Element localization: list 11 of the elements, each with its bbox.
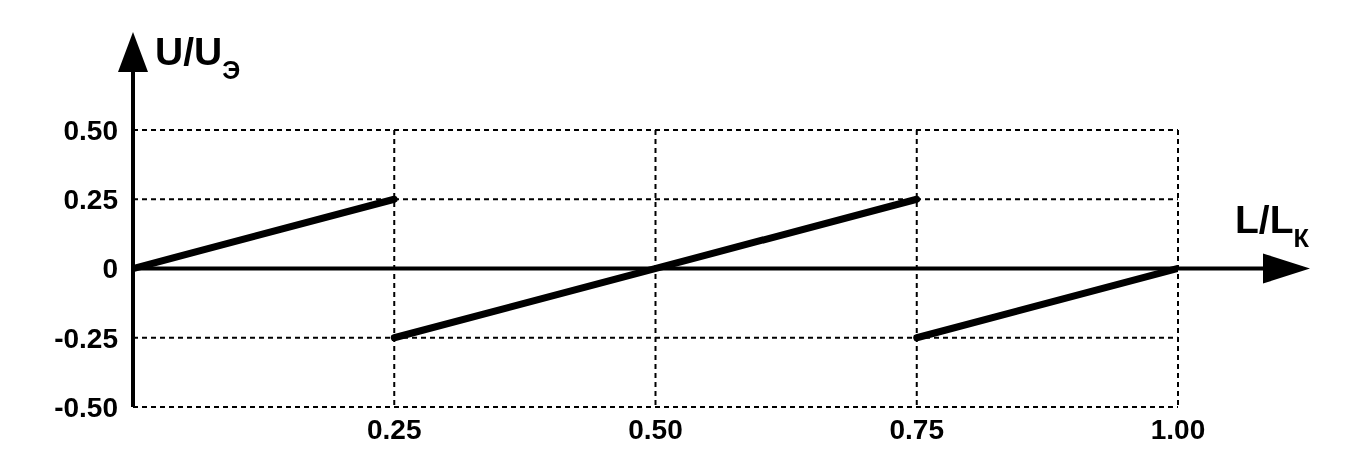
x-tick-label: 0.50 [628, 413, 683, 445]
y-tick-label: -0.25 [54, 322, 118, 354]
y-tick-label: -0.50 [54, 391, 118, 423]
y-axis-title: U/U$_{Э}$ [155, 30, 241, 84]
x-tick-label: 1.00 [1150, 413, 1206, 445]
x-tick-label: 0.25 [367, 413, 422, 445]
x-axis-title: L/L$_{К}$ [1235, 198, 1310, 252]
y-tick-label: 0.50 [63, 114, 118, 146]
y-tick-label: 0 [102, 253, 118, 285]
y-tick-label: 0.25 [63, 184, 118, 216]
x-tick-label: 0.75 [889, 413, 944, 445]
